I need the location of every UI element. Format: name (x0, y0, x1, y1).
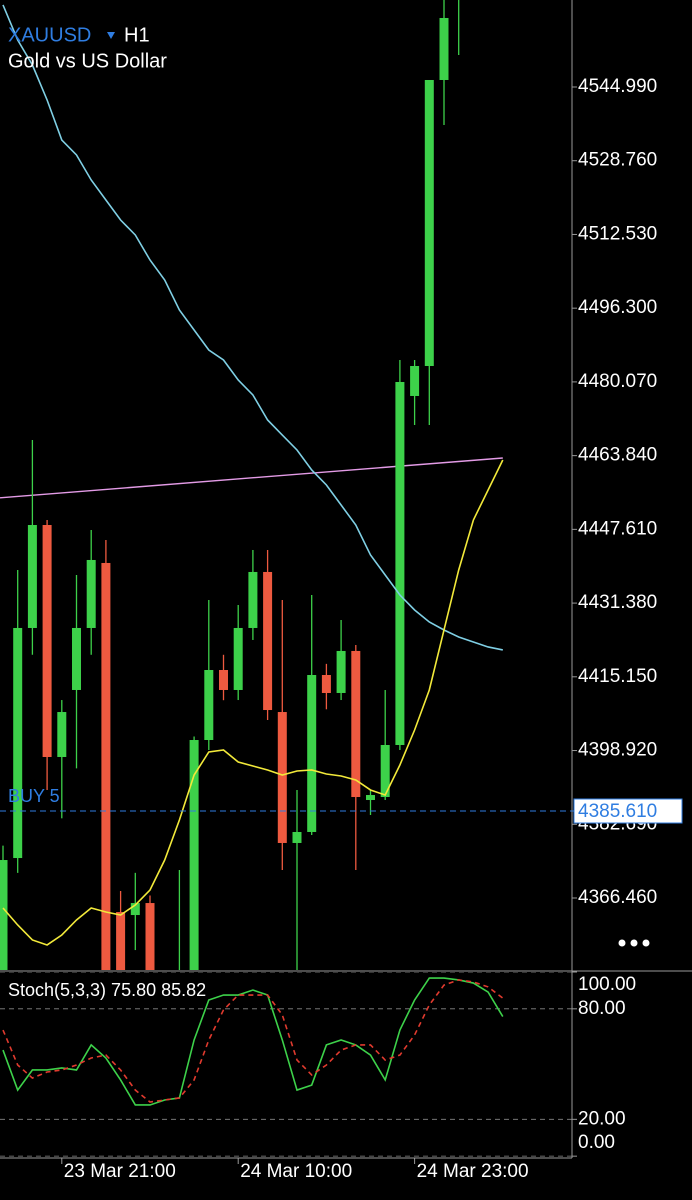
y-tick-label: 4512.530 (578, 223, 657, 244)
y-tick-label: 4431.380 (578, 592, 657, 613)
candle-body (424, 79, 434, 367)
y-tick-label: 4415.150 (578, 666, 657, 687)
y-tick-label: 20.00 (578, 1108, 626, 1129)
candle-body (380, 745, 390, 798)
order-price-label: 4385.610 (578, 801, 657, 822)
x-tick-label: 24 Mar 10:00 (240, 1161, 352, 1182)
order-label: BUY 5 (8, 786, 60, 806)
stoch-line (2, 977, 504, 1106)
menu-dot[interactable] (618, 939, 626, 947)
candle-body (336, 650, 346, 693)
menu-dot[interactable] (642, 939, 650, 947)
trendline (0, 457, 503, 499)
candle-body (101, 562, 111, 970)
candle-body (321, 674, 331, 693)
candle-body (57, 712, 67, 757)
y-tick-label: 4366.460 (578, 887, 657, 908)
symbol[interactable]: XAUUSD (8, 24, 91, 46)
candle-body (204, 670, 214, 741)
x-tick-label: 23 Mar 21:00 (64, 1161, 176, 1182)
candle-body (13, 627, 23, 859)
menu-dot[interactable] (630, 939, 638, 947)
candle-body (42, 524, 52, 757)
order-price-box (573, 798, 683, 824)
x-tick-label: 24 Mar 23:00 (417, 1161, 529, 1182)
candle-body (27, 524, 37, 628)
candle-body (72, 627, 81, 690)
y-tick-label: 0.00 (578, 1132, 615, 1153)
more-menu[interactable] (618, 939, 650, 947)
moving-average (2, 4, 503, 651)
candle-body (145, 903, 155, 970)
symbol-description: Gold vs US Dollar (8, 50, 167, 72)
candle-body (263, 571, 273, 711)
stoch-line (2, 979, 504, 1103)
y-tick-label: 4528.760 (578, 150, 657, 171)
candle-body (292, 831, 302, 843)
price-panel (0, 0, 504, 970)
stoch-title: Stoch(5,3,3) 75.80 85.82 (8, 980, 206, 1000)
candle-body (277, 712, 287, 843)
timeframe[interactable]: H1 (124, 24, 150, 46)
y-tick-label: 4480.070 (578, 371, 657, 392)
y-tick-label: 100.00 (578, 974, 636, 995)
candle-body (189, 740, 199, 970)
candle-body (366, 795, 375, 801)
stoch-panel (0, 972, 572, 1157)
candle-body (439, 17, 449, 80)
symbol-dropdown-icon[interactable] (107, 32, 115, 39)
y-tick-label: 80.00 (578, 998, 626, 1019)
candle-body (410, 366, 420, 396)
moving-average (2, 459, 504, 946)
candle-body (130, 903, 140, 916)
candle-body (351, 650, 361, 798)
y-tick-label: 4463.840 (578, 445, 657, 466)
candle-body (0, 860, 8, 970)
candle-body (307, 674, 317, 832)
candle-body (86, 559, 96, 628)
candle-body (116, 912, 126, 970)
candle-body (219, 670, 228, 690)
candle-body (248, 571, 258, 628)
y-tick-label: 4496.300 (578, 297, 657, 318)
y-tick-label: 4447.610 (578, 518, 657, 539)
candle-body (395, 381, 405, 746)
y-tick-label: 4544.990 (578, 76, 657, 97)
candle-body (233, 627, 243, 690)
y-tick-label: 4398.920 (578, 740, 657, 761)
